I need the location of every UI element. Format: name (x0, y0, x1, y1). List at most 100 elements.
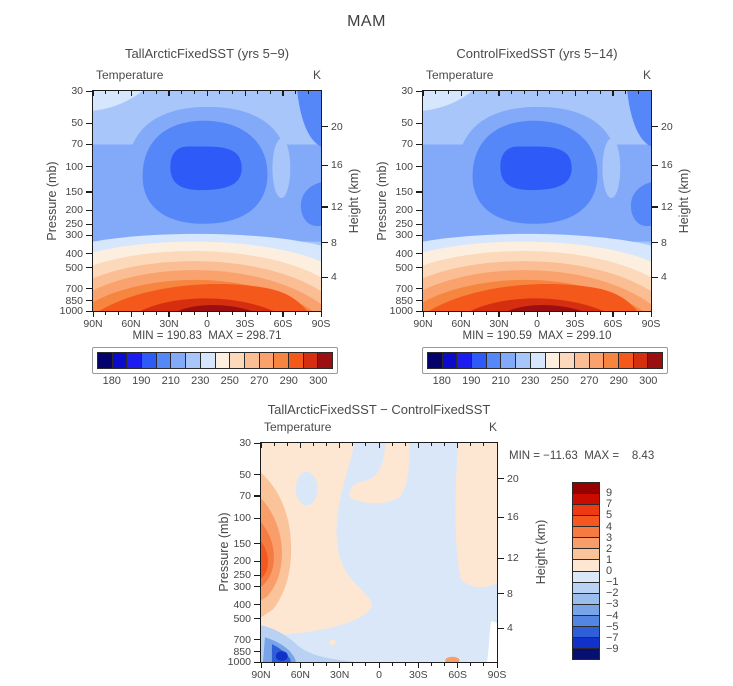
lat-tick-top (430, 443, 433, 446)
height-tick (321, 206, 328, 208)
lat-tick-top (536, 91, 538, 96)
lat-tick-bottom (496, 662, 498, 668)
lat-tick-label: 90S (487, 669, 507, 681)
panel-c-unit-label: K (489, 420, 498, 434)
lat-tick-label: 90S (311, 318, 331, 330)
panel-c-title: TallArcticFixedSST − ControlFixedSST (267, 402, 491, 417)
height-tick (497, 593, 504, 595)
lat-tick-top (352, 443, 354, 446)
pressure-tick (254, 543, 261, 545)
colorbar-tick-label: 190 (462, 375, 481, 387)
contour-band (300, 182, 321, 227)
lat-tick-top (269, 91, 271, 94)
colorbar-tick-label: 5 (606, 509, 613, 522)
lat-tick-bottom (244, 311, 246, 317)
pressure-tick-label: 300 (395, 229, 413, 242)
pressure-tick-label: 850 (395, 294, 413, 307)
lat-tick-bottom (612, 311, 614, 317)
panel-a-title: TallArcticFixedSST (yrs 5−9) (124, 46, 290, 61)
lat-tick-top (417, 443, 419, 448)
lat-tick-top (320, 91, 322, 96)
lat-tick-top (307, 91, 309, 94)
contour-band (487, 621, 497, 662)
pressure-tick-label: 250 (65, 218, 83, 231)
colorbar-cell (471, 352, 487, 369)
lat-tick-bottom (574, 311, 576, 317)
colorbar-cell (573, 352, 590, 369)
pressure-tick-label: 250 (233, 569, 251, 582)
contour-band (275, 651, 288, 662)
lat-tick-bottom (320, 311, 322, 317)
height-tick-label: 20 (331, 120, 343, 133)
pressure-tick-label: 500 (395, 261, 413, 274)
lat-tick-top (312, 443, 315, 446)
colorbar-tick-label: −2 (606, 587, 619, 600)
lat-tick-bottom (130, 311, 132, 317)
panel-b-unit-label: K (643, 68, 652, 82)
panel-b-colorbar-frame (422, 347, 668, 374)
height-tick-label: 8 (331, 236, 337, 249)
lat-tick-top (473, 91, 475, 94)
lat-tick-label: 30N (330, 669, 350, 681)
pressure-tick (254, 639, 261, 641)
lat-tick-label: 60N (451, 318, 471, 330)
colorbar-cell (258, 352, 275, 369)
panel-c-contour-svg (261, 443, 497, 662)
height-tick-label: 8 (661, 236, 667, 249)
lat-tick-bottom (105, 311, 107, 315)
colorbar-cell (111, 352, 128, 369)
colorbar-cell (603, 352, 619, 369)
lat-tick-bottom (435, 311, 437, 315)
pressure-tick (416, 288, 423, 290)
lat-tick-top (168, 91, 170, 96)
lat-tick-top (282, 91, 284, 96)
pressure-tick (254, 574, 261, 576)
pressure-tick-label: 200 (233, 555, 251, 568)
height-tick-label: 4 (331, 271, 337, 284)
colorbar-cell (170, 352, 187, 369)
pressure-tick-label: 1000 (59, 305, 83, 317)
colorbar-tick-label: 2 (606, 542, 613, 555)
lat-tick-bottom (286, 662, 288, 666)
pressure-tick (86, 143, 93, 145)
contour-band (272, 138, 291, 199)
lat-tick-top (435, 91, 437, 94)
lat-tick-bottom (587, 311, 589, 315)
panel-a-colorbar-frame (92, 347, 338, 374)
contour-band (93, 91, 143, 111)
colorbar-cell (515, 352, 531, 369)
colorbar-cell (126, 352, 143, 369)
pressure-tick-label: 300 (233, 580, 251, 593)
lat-tick-top (460, 91, 462, 96)
pressure-tick-label: 150 (233, 537, 251, 550)
lat-tick-top (447, 91, 449, 94)
lat-tick-top (561, 91, 563, 94)
colorbar-tick-label: −4 (606, 609, 619, 622)
lat-tick-top (257, 91, 259, 94)
pressure-tick-label: 70 (239, 489, 251, 502)
pressure-tick-label: 500 (65, 261, 83, 274)
pressure-tick (416, 209, 423, 211)
pressure-tick-label: 850 (233, 645, 251, 658)
lat-tick-bottom (444, 662, 446, 666)
pressure-tick (86, 209, 93, 211)
pressure-tick-label: 700 (65, 282, 83, 295)
colorbar-tick-label: −1 (606, 576, 619, 589)
lat-tick-bottom (536, 311, 538, 317)
panel-b-height-axis-title: Height (km) (677, 168, 691, 234)
figure-title: MAM (347, 13, 386, 30)
panel-a-colorbar-labels: 180 190 210 230 250 270 290 300 (97, 375, 333, 387)
colorbar-cell (647, 352, 663, 369)
lat-tick-bottom (352, 662, 354, 666)
lat-tick-bottom (92, 311, 94, 317)
contour-band (630, 182, 651, 227)
pressure-tick-label: 100 (65, 160, 83, 173)
colorbar-cell (199, 352, 216, 369)
pressure-tick (86, 166, 93, 168)
lat-tick-top (587, 91, 589, 94)
contour-band (470, 298, 604, 311)
height-tick (497, 516, 504, 518)
lat-tick-top (206, 91, 208, 96)
lat-tick-top (378, 443, 380, 448)
